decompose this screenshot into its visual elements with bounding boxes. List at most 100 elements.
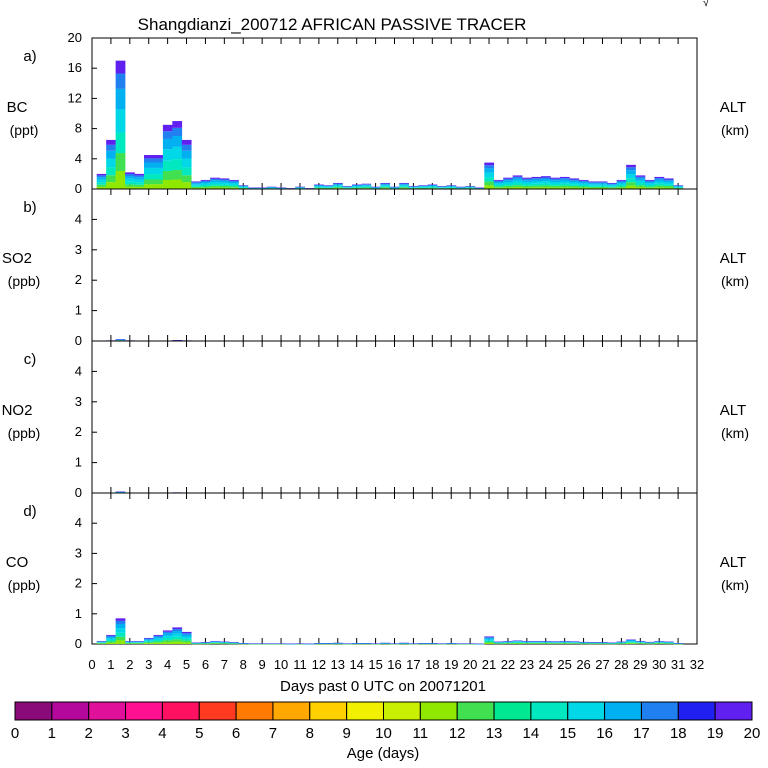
data-bar-segment bbox=[550, 184, 561, 186]
data-bar-segment bbox=[191, 184, 202, 186]
x-tick-label: 7 bbox=[221, 657, 228, 672]
data-bar-segment bbox=[559, 179, 570, 182]
data-bar-segment bbox=[115, 109, 126, 133]
data-bar-segment bbox=[106, 167, 116, 176]
data-bar-segment bbox=[172, 159, 183, 170]
data-bar-segment bbox=[210, 178, 220, 181]
data-bar-segment bbox=[210, 180, 220, 182]
data-bar-segment bbox=[333, 182, 343, 184]
data-bar-segment bbox=[351, 187, 362, 188]
data-bar-segment bbox=[635, 185, 646, 188]
data-bar-segment bbox=[531, 183, 542, 186]
x-tick-label: 14 bbox=[349, 657, 363, 672]
data-bar-segment bbox=[125, 176, 135, 179]
data-bar-segment bbox=[427, 187, 438, 188]
x-tick-label: 12 bbox=[312, 657, 326, 672]
y-tick-label: 3 bbox=[75, 394, 82, 409]
data-bar-segment bbox=[115, 73, 126, 89]
data-bar-segment bbox=[446, 186, 457, 187]
data-bar-segment bbox=[522, 642, 532, 643]
y-tick-label: 0 bbox=[75, 636, 82, 651]
panel-variable: CO bbox=[6, 554, 29, 571]
data-bar-segment bbox=[626, 642, 636, 643]
data-bar-segment bbox=[143, 155, 154, 159]
x-tick-label: 8 bbox=[240, 657, 247, 672]
data-bar-segment bbox=[578, 185, 589, 187]
data-bar-segment bbox=[106, 636, 116, 639]
data-bar-segment bbox=[380, 182, 391, 184]
data-bar-segment bbox=[153, 179, 164, 185]
data-bar-segment bbox=[181, 642, 192, 644]
x-tick-label: 10 bbox=[274, 657, 288, 672]
data-bar-segment bbox=[559, 642, 570, 643]
panel-right-unit: (km) bbox=[721, 425, 749, 441]
colorbar-tick-label: 0 bbox=[11, 725, 19, 742]
data-bar-segment bbox=[143, 158, 154, 163]
panel-no2: 0 1 2 3 4 c) NO2 (ppb) ALT (km) bbox=[2, 340, 749, 500]
data-bar-segment bbox=[153, 158, 164, 163]
x-tick-label: 32 bbox=[690, 657, 704, 672]
data-bar-segment bbox=[181, 158, 192, 168]
data-bar-segment bbox=[559, 187, 570, 189]
panel-bars bbox=[96, 618, 684, 645]
data-bar-segment bbox=[569, 180, 580, 183]
colorbar-tick-label: 2 bbox=[85, 725, 93, 742]
data-bar-segment bbox=[106, 635, 116, 637]
data-bar-segment bbox=[106, 139, 116, 145]
y-tick-label: 16 bbox=[68, 60, 82, 75]
data-bar-segment bbox=[162, 124, 173, 132]
data-bar-segment bbox=[399, 182, 409, 184]
panel-bars bbox=[96, 60, 684, 190]
data-bar-segment bbox=[153, 155, 164, 159]
colorbar-swatch bbox=[714, 701, 753, 721]
data-bar-segment bbox=[512, 185, 523, 188]
data-bar-segment bbox=[522, 184, 532, 186]
data-bar-segment bbox=[550, 180, 561, 182]
panel-label: c) bbox=[24, 351, 37, 368]
data-bar-segment bbox=[181, 638, 192, 641]
data-bar-segment bbox=[597, 186, 608, 188]
data-bar-segment bbox=[541, 176, 551, 178]
colorbar-swatch bbox=[456, 701, 495, 721]
data-bar-segment bbox=[162, 631, 173, 634]
data-bar-segment bbox=[484, 640, 495, 642]
data-bar-segment bbox=[172, 121, 183, 128]
data-bar-segment bbox=[626, 167, 636, 171]
data-bar-segment bbox=[153, 636, 164, 639]
data-bar-segment bbox=[578, 181, 589, 184]
data-bar-segment bbox=[172, 127, 183, 136]
data-bar-segment bbox=[181, 640, 192, 643]
data-bar-segment bbox=[96, 184, 107, 187]
data-bar-segment bbox=[361, 187, 372, 189]
data-bar-segment bbox=[399, 187, 409, 189]
x-tick-label: 26 bbox=[576, 657, 590, 672]
data-bar-segment bbox=[446, 187, 457, 189]
colorbar-swatch bbox=[346, 701, 384, 721]
x-tick-label: 6 bbox=[202, 657, 209, 672]
data-bar-segment bbox=[134, 173, 145, 176]
data-bar-segment bbox=[654, 179, 665, 182]
data-bar-segment bbox=[115, 623, 126, 629]
top-right-mark: √ bbox=[703, 0, 710, 9]
data-bar-segment bbox=[531, 185, 542, 188]
data-bar-segment bbox=[200, 185, 211, 187]
data-bar-segment bbox=[323, 187, 334, 188]
chart-title: Shangdianzi_200712 AFRICAN PASSIVE TRACE… bbox=[138, 15, 527, 34]
x-tick-label: 27 bbox=[595, 657, 609, 672]
data-bar-segment bbox=[569, 182, 580, 185]
data-bar-segment bbox=[181, 175, 192, 183]
data-bar-segment bbox=[645, 187, 655, 189]
data-bar-segment bbox=[607, 186, 617, 188]
data-bar-segment bbox=[134, 175, 145, 178]
data-bar-segment bbox=[106, 638, 116, 641]
colorbar-tick-label: 17 bbox=[633, 725, 650, 742]
data-bar-segment bbox=[351, 187, 362, 189]
data-bar-segment bbox=[541, 642, 551, 643]
data-bar-segment bbox=[333, 183, 343, 185]
data-bar-segment bbox=[588, 187, 599, 189]
data-bar-segment bbox=[191, 187, 202, 189]
data-bar-segment bbox=[342, 187, 353, 188]
data-bar-segment bbox=[143, 638, 154, 640]
data-bar-segment bbox=[181, 182, 192, 189]
data-bar-segment bbox=[541, 177, 551, 179]
